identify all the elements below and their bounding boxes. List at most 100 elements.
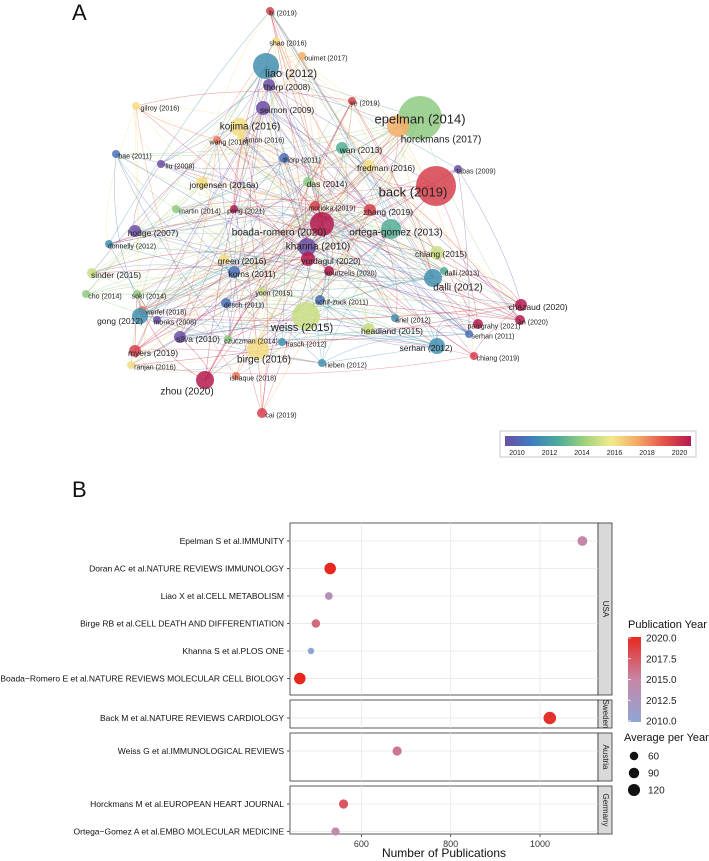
network-node-label: bi (2019) — [269, 10, 297, 17]
network-edge — [115, 153, 321, 216]
network-edge — [115, 153, 235, 273]
network-edge — [136, 209, 371, 295]
x-axis-title: Number of Publications — [382, 846, 506, 860]
network-node-label: cai (2019) — [265, 412, 296, 419]
document-label: Boada−Romero E et al.NATURE REVIEWS MOLE… — [0, 674, 284, 684]
facet-strip-label: Sweden — [601, 700, 610, 729]
network-edge — [201, 182, 321, 216]
network-edge — [201, 65, 267, 184]
network-edge — [233, 208, 330, 272]
network-edge — [319, 299, 521, 321]
network-node — [157, 160, 165, 168]
color-legend-label: 2010.0 — [646, 717, 677, 728]
network-edge — [240, 137, 470, 335]
network-edge — [233, 206, 321, 216]
network-edge — [397, 125, 434, 279]
network-edge — [204, 208, 235, 381]
network-edge — [216, 139, 235, 273]
network-node-label: serhan (2012) — [400, 343, 453, 353]
network-edge — [115, 153, 370, 330]
network-edge — [201, 182, 445, 272]
document-label: Back M et al.NATURE REVIEWS CARDIOLOGY — [100, 713, 284, 723]
network-edge — [319, 147, 348, 301]
network-node-label: martin (2014) — [179, 208, 221, 215]
network-edge — [175, 208, 323, 364]
network-edge — [141, 228, 392, 311]
network-edge — [135, 105, 203, 184]
network-node-label: chiang (2019) — [477, 355, 520, 362]
network-edge — [268, 84, 323, 364]
network-node — [258, 287, 266, 295]
network-node-label: desch (2011) — [224, 302, 264, 309]
network-node-label: korns (2011) — [228, 269, 275, 279]
network-node — [224, 335, 232, 343]
color-legend-label: 2017.5 — [646, 654, 677, 665]
network-edge — [115, 153, 438, 254]
network-node — [247, 338, 269, 360]
network-node — [454, 165, 462, 173]
network-node-label: peng (2021) — [227, 208, 265, 215]
network-edge — [108, 185, 437, 245]
document-label: Khanna S et al.PLOS ONE — [182, 646, 284, 656]
network-edge — [141, 223, 323, 311]
colorbar-tick-label: 2014 — [574, 450, 590, 457]
network-edge — [223, 107, 264, 260]
document-label: Epelman S et al.IMMUNITY — [180, 536, 285, 546]
network-edge — [204, 214, 321, 381]
network-edge — [108, 243, 445, 272]
network-edge — [341, 147, 438, 254]
network-edge — [201, 10, 271, 184]
network-nodes: bi (2019) shao (2016) ouimet (2017) liao (2… — [82, 7, 568, 419]
network-edge — [141, 214, 321, 311]
network-node-label: soki (2014) — [132, 293, 167, 300]
network-edge — [307, 258, 434, 279]
network-node-label: das (2014) — [307, 179, 348, 189]
network-edge — [134, 214, 321, 352]
network-node — [364, 204, 376, 216]
color-legend-title: Publication Year — [628, 619, 707, 631]
network-edge — [91, 214, 321, 274]
network-edge — [269, 10, 434, 279]
network-edge — [233, 100, 353, 273]
network-edge — [432, 273, 522, 306]
network-edge — [275, 40, 321, 216]
network-edge — [175, 147, 343, 210]
document-label: Doran AC et al.NATURE REVIEWS IMMUNOLOGY — [89, 564, 284, 574]
network-node — [440, 267, 448, 275]
network-edge — [175, 208, 370, 330]
facet-strip-label: Austria — [601, 745, 610, 770]
network-node-label: zhang (2019) — [363, 207, 413, 217]
network-edge — [139, 303, 396, 319]
network-edge — [139, 246, 308, 317]
network-node — [381, 219, 401, 239]
network-edge — [91, 117, 421, 274]
network-edge — [130, 214, 321, 366]
network-node — [132, 308, 148, 324]
network-edge — [134, 293, 148, 352]
network-edge — [135, 105, 392, 230]
data-point — [307, 647, 315, 655]
network-node — [174, 331, 186, 343]
network-node-label: czuczman (2014) — [224, 338, 278, 345]
network-node — [253, 53, 279, 79]
network-node — [391, 314, 399, 322]
network-edge — [141, 304, 522, 320]
network-edge — [257, 65, 275, 350]
network-edge — [235, 100, 353, 377]
network-edge — [233, 107, 264, 210]
network-edge — [136, 165, 370, 295]
network-edge — [134, 214, 321, 232]
data-point — [543, 711, 557, 725]
network-node-label: zhou (2020) — [160, 387, 213, 398]
network-edge — [134, 55, 303, 352]
network-node — [387, 115, 409, 137]
network-edge — [139, 315, 470, 337]
network-node-label: khanna (2010) — [286, 242, 351, 253]
network-node-label: donnelly (2012) — [108, 243, 156, 250]
network-node — [515, 315, 525, 325]
colorbar-tick-label: 2018 — [639, 450, 655, 457]
network-node-label: silva (2010) — [176, 334, 220, 344]
network-edge — [351, 100, 434, 279]
network-edge — [307, 100, 353, 183]
